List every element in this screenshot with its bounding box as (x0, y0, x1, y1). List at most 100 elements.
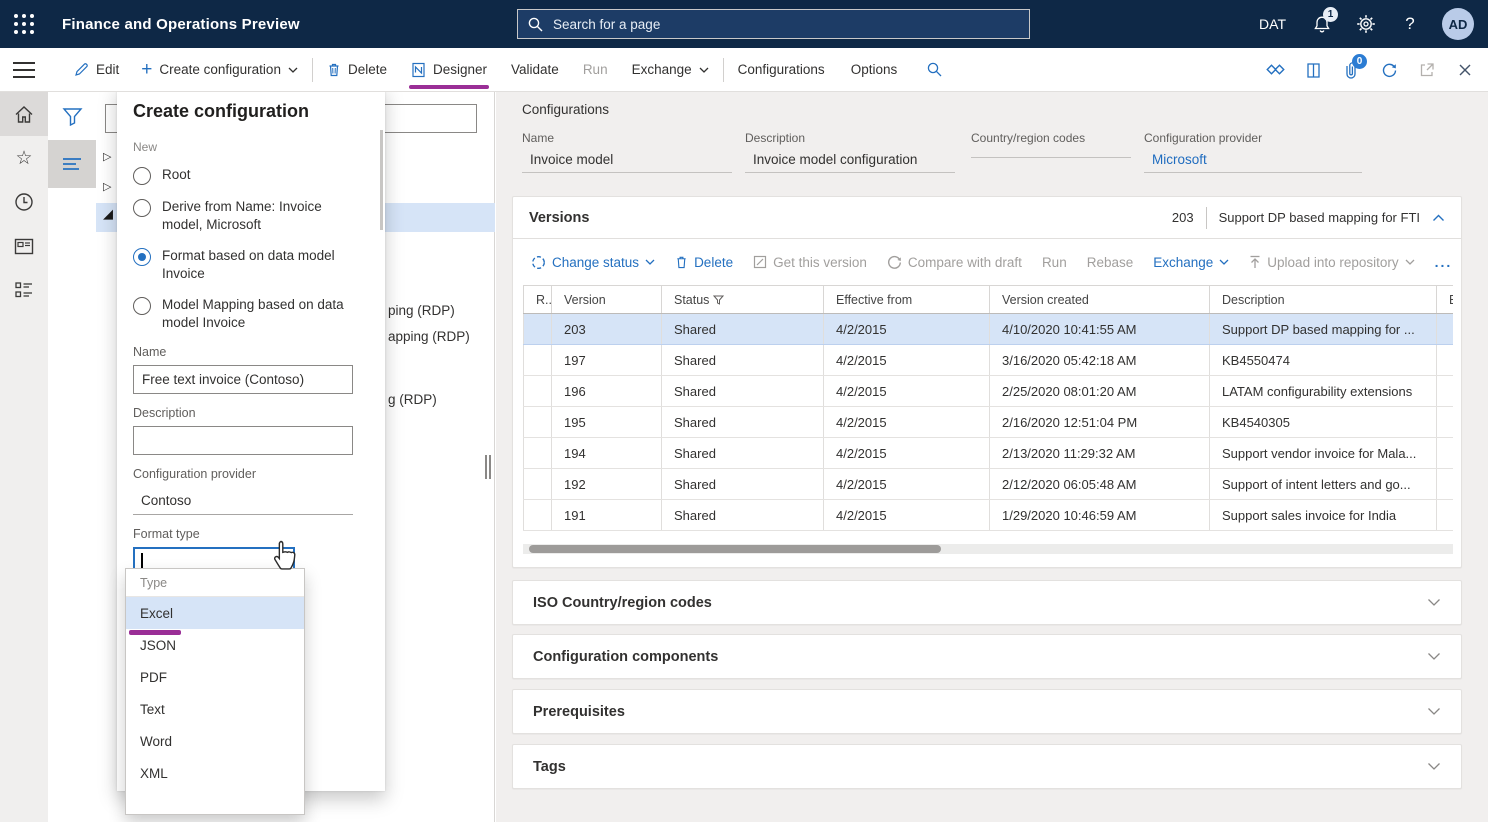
flyout-scrollbar-thumb[interactable] (380, 130, 383, 230)
sidebar-item-home[interactable] (0, 92, 48, 136)
dropdown-option-excel[interactable]: Excel (126, 597, 304, 629)
sidebar-item-favorites[interactable]: ☆ (0, 136, 48, 180)
table-row[interactable]: 196 Shared 4/2/2015 2/25/2020 08:01:20 AM LA… (523, 375, 1453, 407)
version-delete-button[interactable]: Delete (675, 255, 733, 270)
radio-circle[interactable] (133, 199, 151, 217)
configurations-menu-button[interactable]: Configurations (734, 48, 829, 92)
radio-format-based[interactable]: Format based on data model Invoice (133, 247, 369, 283)
version-created-cell[interactable]: 2/13/2020 11:29:32 AM (989, 437, 1210, 469)
scrollbar-thumb[interactable] (529, 545, 941, 553)
attachments-button[interactable]: 0 (1334, 48, 1368, 92)
filter-funnel-icon[interactable] (712, 295, 725, 305)
record-cell[interactable] (523, 406, 552, 438)
column-header-record[interactable]: R... (523, 285, 552, 314)
status-cell[interactable]: Shared (661, 437, 824, 469)
version-cell[interactable]: 194 (551, 437, 662, 469)
record-cell[interactable] (523, 499, 552, 531)
sidebar-item-recent[interactable] (0, 180, 48, 224)
version-cell[interactable]: 196 (551, 375, 662, 407)
versions-header[interactable]: Versions 203 Support DP based mapping fo… (513, 197, 1461, 239)
refresh-button[interactable] (1372, 48, 1406, 92)
status-cell[interactable]: Shared (661, 375, 824, 407)
base-cell[interactable] (1436, 344, 1453, 376)
panel-splitter-handle[interactable] (485, 455, 493, 479)
version-cell[interactable]: 195 (551, 406, 662, 438)
effective-from-cell[interactable]: 4/2/2015 (823, 499, 990, 531)
page-search-box[interactable] (517, 9, 1030, 39)
tree-item-partial[interactable]: g (RDP) (388, 392, 437, 407)
status-cell[interactable]: Shared (661, 313, 824, 345)
task-guide-button[interactable] (1296, 48, 1330, 92)
page-search-input[interactable] (553, 16, 1019, 32)
description-cell[interactable]: Support DP based mapping for ... (1209, 313, 1437, 345)
delete-button[interactable]: Delete (323, 48, 391, 92)
table-row[interactable]: 192 Shared 4/2/2015 2/12/2020 06:05:48 AM Su… (523, 468, 1453, 500)
field-value[interactable]: Invoice model configuration (745, 145, 955, 173)
name-input[interactable] (133, 365, 353, 394)
tree-node-collapsed-arrow[interactable]: ▷ (103, 151, 112, 163)
sidebar-item-modules[interactable] (0, 268, 48, 312)
column-header-version-created[interactable]: Version created (989, 285, 1210, 314)
table-horizontal-scrollbar[interactable] (523, 544, 1453, 554)
open-in-new-window-button[interactable] (1410, 48, 1444, 92)
help-button[interactable]: ? (1392, 0, 1428, 48)
tree-view-options-button[interactable] (48, 140, 96, 188)
table-row[interactable]: 195 Shared 4/2/2015 2/16/2020 12:51:04 PM KB… (523, 406, 1453, 438)
status-cell[interactable]: Shared (661, 406, 824, 438)
sidebar-item-workspaces[interactable] (0, 224, 48, 268)
section-prerequisites[interactable]: Prerequisites (512, 689, 1462, 734)
status-cell[interactable]: Shared (661, 468, 824, 500)
radio-circle-checked[interactable] (133, 248, 151, 266)
create-configuration-button[interactable]: + Create configuration (137, 48, 302, 92)
effective-from-cell[interactable]: 4/2/2015 (823, 468, 990, 500)
validate-button[interactable]: Validate (507, 48, 563, 92)
description-cell[interactable]: KB4540305 (1209, 406, 1437, 438)
base-cell[interactable] (1436, 406, 1453, 438)
field-value[interactable] (971, 145, 1131, 158)
dropdown-option-json[interactable]: JSON (140, 637, 177, 653)
chevron-down-icon[interactable] (276, 556, 288, 564)
app-launcher-button[interactable] (0, 0, 48, 48)
show-hide-button[interactable] (1258, 48, 1292, 92)
tree-node-expanded-arrow[interactable]: ◢ (103, 206, 113, 221)
column-header-version[interactable]: Version (551, 285, 662, 314)
field-value[interactable]: Invoice model (522, 145, 732, 173)
column-header-description[interactable]: Description (1209, 285, 1437, 314)
description-input[interactable] (133, 426, 353, 455)
chevron-up-icon[interactable] (1432, 214, 1445, 222)
tree-item-partial[interactable]: apping (RDP) (388, 329, 470, 344)
description-cell[interactable]: Support of intent letters and go... (1209, 468, 1437, 500)
settings-button[interactable] (1348, 0, 1384, 48)
section-iso-country-region-codes[interactable]: ISO Country/region codes (512, 580, 1462, 625)
version-cell[interactable]: 192 (551, 468, 662, 500)
effective-from-cell[interactable]: 4/2/2015 (823, 375, 990, 407)
version-created-cell[interactable]: 2/25/2020 08:01:20 AM (989, 375, 1210, 407)
actionbar-search-button[interactable] (923, 48, 946, 92)
dropdown-option-word[interactable]: Word (140, 733, 173, 749)
description-cell[interactable]: Support vendor invoice for Mala... (1209, 437, 1437, 469)
radio-model-mapping[interactable]: Model Mapping based on data model Invoic… (133, 296, 369, 332)
notifications-button[interactable]: 1 (1304, 0, 1340, 48)
description-cell[interactable]: LATAM configurability extensions (1209, 375, 1437, 407)
description-cell[interactable]: Support sales invoice for India (1209, 499, 1437, 531)
filter-button[interactable] (48, 92, 96, 140)
navigation-pane-toggle-button[interactable] (0, 48, 48, 92)
exchange-button[interactable]: Exchange (628, 48, 713, 92)
version-cell[interactable]: 191 (551, 499, 662, 531)
user-avatar[interactable]: AD (1442, 8, 1474, 40)
environment-label[interactable]: DAT (1259, 16, 1286, 32)
version-created-cell[interactable]: 2/12/2020 06:05:48 AM (989, 468, 1210, 500)
effective-from-cell[interactable]: 4/2/2015 (823, 406, 990, 438)
base-cell[interactable] (1436, 499, 1453, 531)
effective-from-cell[interactable]: 4/2/2015 (823, 344, 990, 376)
more-commands-button[interactable]: ... (1434, 254, 1453, 270)
column-header-base[interactable]: Base (1436, 285, 1453, 314)
column-header-effective-from[interactable]: Effective from (823, 285, 990, 314)
edit-button[interactable]: Edit (70, 48, 123, 92)
status-cell[interactable]: Shared (661, 344, 824, 376)
radio-derive[interactable]: Derive from Name: Invoice model, Microso… (133, 198, 369, 234)
dropdown-option-xml[interactable]: XML (140, 765, 168, 781)
close-button[interactable] (1448, 48, 1482, 92)
effective-from-cell[interactable]: 4/2/2015 (823, 437, 990, 469)
radio-circle[interactable] (133, 167, 151, 185)
